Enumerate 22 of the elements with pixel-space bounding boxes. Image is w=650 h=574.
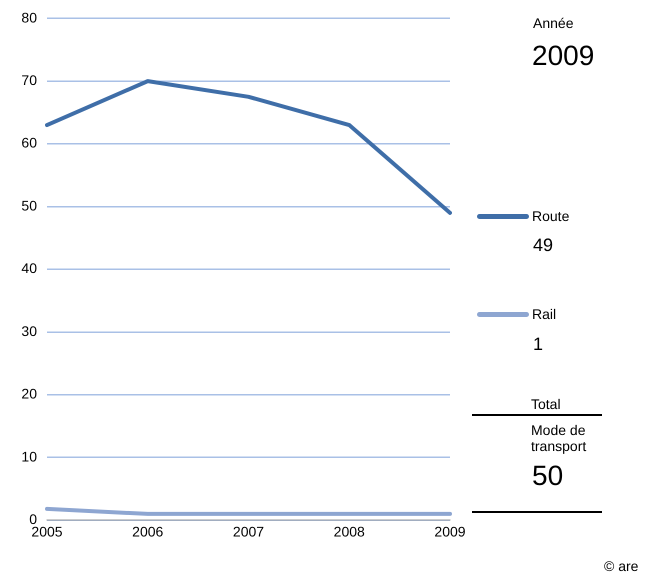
y-tick-label: 10 [21, 448, 38, 464]
x-tick-label: 2009 [434, 523, 466, 540]
y-tick-label: 60 [21, 134, 38, 151]
y-tick-label: 50 [21, 197, 38, 214]
text: 2009 [532, 40, 594, 72]
text: Total [531, 396, 561, 412]
y-tick-label: 40 [21, 260, 38, 276]
text: © are [604, 558, 638, 574]
text: 50 [532, 460, 564, 492]
x-tick-label: 2007 [232, 523, 264, 540]
y-tick-label: 30 [21, 322, 38, 339]
y-tick-label: 70 [21, 72, 38, 88]
text: 49 [533, 235, 554, 256]
legend-label: Route [532, 208, 570, 224]
legend-label: Rail [532, 306, 556, 322]
text: Année [533, 15, 574, 31]
y-tick-label: 80 [21, 9, 38, 26]
x-tick-label: 2006 [132, 523, 164, 540]
text: Mode de transport [531, 422, 588, 454]
text: 1 [533, 334, 544, 355]
x-tick-label: 2008 [334, 523, 366, 540]
y-tick-label: 20 [21, 386, 38, 402]
